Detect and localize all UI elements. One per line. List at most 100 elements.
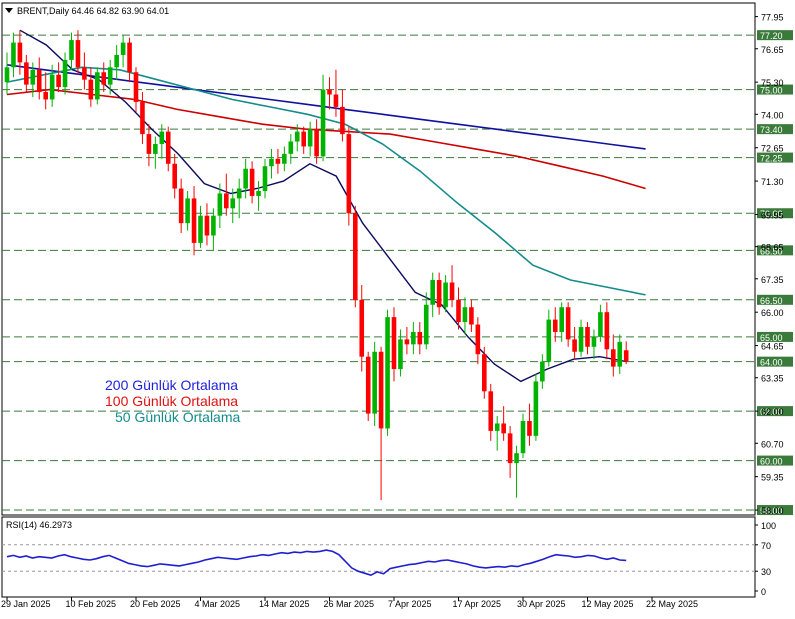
time-tick-label: 14 Mar 2025 <box>259 599 310 609</box>
ma20-line <box>19 29 627 383</box>
level-label: 72.25 <box>760 154 783 164</box>
candle-body <box>243 168 248 189</box>
candle-body <box>62 59 68 88</box>
price-axis: 77.95 76.65 75.30 74.00 72.65 71.30 69.95 68.65… <box>755 13 784 516</box>
candle-body <box>178 188 184 224</box>
candle-body <box>140 101 145 135</box>
candle-body <box>236 188 242 199</box>
candle-body <box>604 312 610 350</box>
candle-body <box>546 319 552 362</box>
time-tick-label: 30 Apr 2025 <box>517 599 566 609</box>
candle-body <box>423 304 429 345</box>
level-label: 65.00 <box>760 333 783 343</box>
candle-body <box>585 327 590 347</box>
level-label: 64.00 <box>760 358 783 368</box>
rsi-line <box>6 549 627 577</box>
candle-body <box>133 72 139 102</box>
level-label: 73.40 <box>760 125 783 135</box>
candle-body <box>262 166 268 191</box>
time-tick-label: 20 Feb 2025 <box>130 599 181 609</box>
rsi-tick-label: 0 <box>761 587 766 597</box>
candle-body <box>475 324 481 355</box>
candle-body <box>623 350 629 362</box>
candle-body <box>404 339 410 345</box>
price-tick-label: 59.35 <box>761 473 784 483</box>
chart-header-title: BRENT,Daily 64.46 64.82 63.90 64.01 <box>17 6 169 16</box>
candle-body <box>430 280 435 305</box>
rsi-tick-label: 30 <box>761 567 771 577</box>
candle-body <box>436 280 442 308</box>
candle-body <box>24 62 29 85</box>
candle-body <box>482 354 487 392</box>
candle-body <box>365 356 371 414</box>
level-label: 68.50 <box>760 246 783 256</box>
candle-body <box>282 153 287 164</box>
time-tick-label: 26 Mar 2025 <box>324 599 375 609</box>
candle-body <box>198 215 203 243</box>
candle-body <box>146 134 152 154</box>
legend-ma50: 50 Günlük Ortalama <box>115 409 241 425</box>
candle-body <box>340 106 345 135</box>
candle-body <box>191 198 197 243</box>
candle-body <box>540 361 545 382</box>
candle-body <box>204 215 210 236</box>
candle-body <box>378 351 384 429</box>
candle-body <box>494 423 500 431</box>
candle-body <box>314 129 319 157</box>
level-label: 66.50 <box>760 296 783 306</box>
time-tick-label: 4 Mar 2025 <box>195 599 241 609</box>
candle-body <box>611 349 616 367</box>
candle-body <box>249 168 255 196</box>
candle-body <box>288 141 294 154</box>
candle-body <box>294 131 300 142</box>
candlesticks <box>4 30 629 501</box>
candle-body <box>449 282 455 300</box>
candle-body <box>565 307 571 340</box>
candle-body <box>417 331 423 345</box>
level-label-bg <box>757 356 793 367</box>
candle-body <box>107 67 113 85</box>
level-label-bg <box>757 505 793 516</box>
time-tick-label: 29 Jan 2025 <box>1 599 51 609</box>
candle-body <box>353 213 358 300</box>
candle-body <box>501 423 506 434</box>
candle-body <box>224 193 229 209</box>
candle-body <box>572 339 577 352</box>
price-tick-label: 64.65 <box>761 342 784 352</box>
level-label: 62.00 <box>760 407 783 417</box>
level-label-bg <box>757 208 793 219</box>
level-label-bg <box>757 406 793 417</box>
level-label-bg <box>757 124 793 135</box>
price-tick-label: 71.30 <box>761 177 784 187</box>
candle-body <box>391 317 397 370</box>
candle-body <box>153 143 158 154</box>
candle-body <box>36 69 42 93</box>
moving-average-lines <box>6 29 646 383</box>
candle-body <box>88 79 94 100</box>
candle-body <box>320 89 326 157</box>
candle-body <box>217 193 223 216</box>
candle-body <box>11 42 16 68</box>
ma200-line <box>6 64 646 150</box>
candle-body <box>307 129 313 147</box>
ma100-line <box>6 88 646 190</box>
time-tick-label: 17 Apr 2025 <box>453 599 502 609</box>
candle-body <box>552 319 558 332</box>
ma50-line <box>6 66 646 296</box>
candle-body <box>275 158 281 164</box>
candle-body <box>49 74 55 100</box>
level-label: 60.00 <box>760 457 783 467</box>
level-label: 70.00 <box>760 209 783 219</box>
time-tick-label: 10 Feb 2025 <box>66 599 117 609</box>
candle-body <box>443 282 448 308</box>
price-tick-label: 75.30 <box>761 78 784 88</box>
main-plot-frame <box>1 2 756 516</box>
candle-body <box>514 453 519 464</box>
candle-body <box>301 131 306 147</box>
candle-body <box>617 341 623 367</box>
candle-body <box>559 307 564 332</box>
candle-body <box>520 421 526 454</box>
price-tick-label: 67.35 <box>761 275 784 285</box>
legend-ma100: 100 Günlük Ortalama <box>105 393 239 409</box>
